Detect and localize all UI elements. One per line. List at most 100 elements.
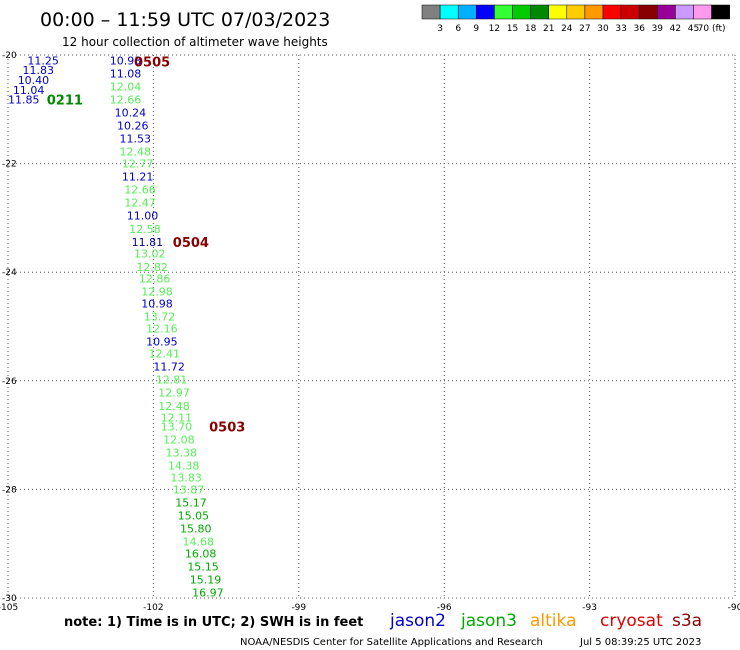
scale-label: 45 — [688, 24, 699, 34]
scale-label: 18 — [525, 24, 537, 34]
scale-label: 6 — [455, 24, 461, 34]
swh-reading: 15.17 — [175, 496, 207, 509]
swh-reading: 15.19 — [190, 574, 222, 587]
swh-reading: 12.16 — [146, 323, 178, 336]
scale-label: 12 — [489, 24, 500, 34]
swh-reading: 13.38 — [166, 446, 198, 459]
swh-reading: 12.97 — [158, 387, 190, 400]
scale-label: 36 — [633, 24, 645, 34]
x-tick-label: -102 — [143, 603, 163, 613]
swh-reading: 11.83 — [23, 64, 55, 77]
swh-reading: 11.08 — [110, 67, 142, 80]
swh-reading: 15.05 — [178, 509, 210, 522]
swh-reading: 10.24 — [115, 107, 147, 120]
color-swatch — [494, 4, 513, 20]
color-swatch — [421, 4, 441, 20]
satellite-name: cryosat — [600, 611, 663, 631]
swh-reading: 11.53 — [119, 133, 150, 146]
footer-credit: NOAA/NESDIS Center for Satellite Applica… — [240, 637, 543, 648]
color-swatch — [602, 4, 622, 20]
grid-lines — [7, 54, 736, 599]
color-swatch — [693, 4, 712, 20]
pass-time-label: 0211 — [47, 94, 83, 109]
swh-reading: 13.87 — [173, 483, 205, 496]
scale-label: 24 — [561, 24, 573, 34]
swh-reading: 12.66 — [110, 94, 142, 107]
swh-reading: 13.70 — [161, 420, 193, 433]
swh-reading: 10.93 — [110, 54, 142, 67]
swh-reading: 15.80 — [180, 522, 212, 535]
swh-reading: 12.47 — [124, 197, 156, 210]
swh-reading: 15.15 — [187, 561, 219, 574]
swh-reading: 12.66 — [124, 184, 156, 197]
x-tick-label: -93 — [582, 603, 597, 613]
scale-label: 33 — [615, 24, 626, 34]
swh-reading: 12.04 — [110, 80, 142, 93]
swh-reading: 12.48 — [119, 146, 150, 159]
color-swatch — [530, 4, 549, 20]
satellite-legend: jason2 jason3 altika cryosat s3a — [389, 611, 702, 631]
swh-reading: 12.48 — [158, 400, 190, 413]
color-swatch — [620, 4, 640, 20]
swh-reading: 11.85 — [8, 94, 40, 107]
color-swatch — [566, 4, 586, 20]
footer-timestamp: Jul 5 08:39:25 UTC 2023 — [579, 637, 701, 648]
color-swatch — [638, 4, 658, 20]
pass-time-labels: 0505 0211 0504 0503 — [47, 56, 246, 436]
swh-reading: 11.72 — [153, 361, 185, 374]
color-swatch — [675, 4, 694, 20]
swh-reading: 11.21 — [122, 171, 154, 184]
swh-reading: 10.40 — [18, 74, 50, 87]
swh-reading: 12.11 — [161, 412, 193, 425]
y-tick-label: -24 — [2, 268, 17, 278]
y-tick-label: -22 — [2, 160, 17, 170]
swh-reading: 12.86 — [139, 273, 171, 286]
scale-label: 30 — [597, 24, 609, 34]
swh-reading: 12.81 — [156, 374, 188, 387]
footer-note: note: 1) Time is in UTC; 2) SWH is in fe… — [64, 615, 363, 630]
swh-reading: 11.81 — [132, 236, 164, 249]
swh-reading: 10.98 — [141, 298, 173, 311]
scale-label: 3 — [437, 24, 443, 34]
x-tick-label: -99 — [291, 603, 306, 613]
swh-reading: 16.97 — [192, 587, 224, 600]
color-swatch — [476, 4, 495, 20]
swh-reading: 12.41 — [149, 348, 181, 361]
scale-label: 21 — [543, 24, 554, 34]
axis-ticks: -105 -102 -99 -96 -93 -90 -20 -22 -24 -26 -28 -30 — [0, 51, 740, 613]
satellite-name: jason3 — [460, 611, 517, 631]
swh-reading: 13.72 — [144, 311, 176, 324]
swh-reading: 12.82 — [136, 261, 168, 274]
y-tick-label: -28 — [2, 485, 17, 495]
color-swatch — [548, 4, 568, 20]
color-swatch — [512, 4, 531, 20]
swh-reading: 11.04 — [13, 84, 44, 97]
pass-time-label: 0503 — [209, 420, 245, 435]
pass-time-label: 0505 — [134, 56, 170, 71]
y-tick-label: -26 — [2, 377, 17, 387]
satellite-name: s3a — [672, 611, 702, 631]
swh-reading: 13.02 — [134, 248, 166, 261]
scale-label: 9 — [473, 24, 479, 34]
chart-title: 00:00 – 11:59 UTC 07/03/2023 — [40, 9, 330, 31]
x-tick-label: -96 — [437, 603, 452, 613]
swh-reading: 12.08 — [163, 433, 195, 446]
color-scale-legend — [421, 4, 730, 20]
color-swatch — [711, 4, 730, 20]
scale-label: 70 (ft) — [698, 24, 726, 34]
swh-reading: 14.68 — [182, 536, 214, 549]
scale-label: 27 — [579, 24, 590, 34]
color-swatch — [657, 4, 676, 20]
y-tick-label: -20 — [2, 51, 17, 61]
scale-label: 42 — [670, 24, 681, 34]
scale-label: 15 — [507, 24, 518, 34]
swh-reading: 12.77 — [122, 158, 154, 171]
swh-reading: 14.38 — [168, 460, 200, 473]
plot-area: -105 -102 -99 -96 -93 -90 -20 -22 -24 -26 -28 -30 1… — [0, 51, 740, 613]
scale-label: 39 — [652, 24, 664, 34]
swh-reading: 16.08 — [185, 547, 217, 560]
y-tick-label: -30 — [2, 594, 17, 604]
